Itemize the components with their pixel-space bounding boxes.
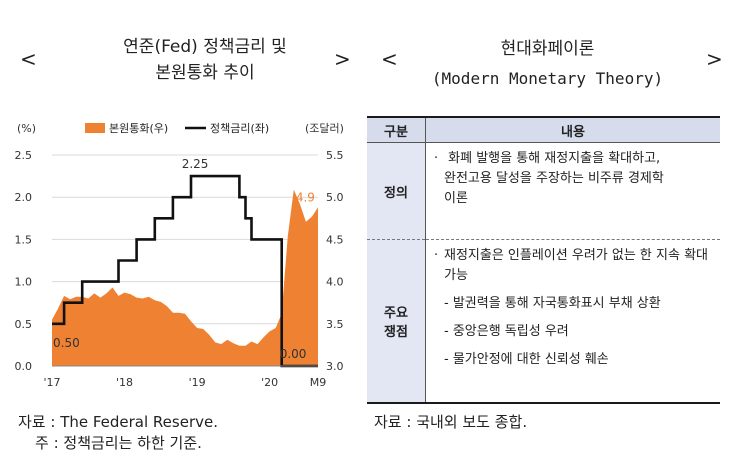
right-tick-label: 3.5 (326, 318, 344, 331)
annotation-monetary-base: 4.9 (296, 191, 315, 205)
left-bracket-open: < (20, 47, 37, 71)
mmt-table: 구분 내용 정의 화폐 발행을 통해 재정지출을 확대하고, 완전고용 달성을 … (367, 116, 720, 404)
right-unit-label: (조달러) (305, 122, 344, 135)
right-bracket-close: > (706, 47, 723, 71)
legend-swatch-monetary-base (85, 123, 105, 133)
monetary-base-area (52, 189, 318, 366)
table-header-content: 내용 (425, 116, 720, 143)
right-tick-label: 5.5 (326, 149, 344, 162)
left-tick-label: 0.0 (15, 360, 33, 373)
annotation-peak-rate: 2.25 (182, 157, 209, 171)
annotation-end-rate: 0.00 (280, 347, 307, 361)
policy-rate-line (52, 174, 318, 368)
issues-content: 재정지출은 인플레이션 우려가 없는 한 지속 확대 가능 발권력을 통해 자국… (425, 239, 720, 404)
x-tick-label: '18 (116, 376, 133, 389)
chart-note: 주 : 정책금리는 하한 기준. (35, 434, 202, 452)
chart-title-line2: 본원통화 추이 (155, 63, 255, 83)
issue-item: 물가안정에 대한 신뢰성 훼손 (434, 350, 712, 370)
left-tick-label: 2.5 (15, 149, 33, 162)
issue-item: 발권력을 통해 자국통화표시 부채 상환 (434, 294, 712, 314)
issues-main-text: 재정지출은 인플레이션 우려가 없는 한 지속 확대 가능 (434, 246, 712, 286)
left-tick-label: 1.5 (15, 233, 33, 246)
right-tick-label: 4.5 (326, 233, 344, 246)
table-row-definition: 정의 화폐 발행을 통해 재정지출을 확대하고, 완전고용 달성을 주장하는 비… (367, 142, 720, 240)
annotation-start-rate: 0.50 (53, 336, 80, 350)
table-header-category: 구분 (367, 116, 426, 143)
row-label-issues-line1: 주요 (384, 306, 408, 321)
definition-text: 화폐 발행을 통해 재정지출을 확대하고, 완전고용 달성을 주장하는 비주류 … (434, 149, 712, 209)
left-tick-label: 0.5 (15, 318, 33, 331)
left-tick-label: 1.0 (15, 276, 33, 289)
left-unit-label: (%) (17, 122, 36, 135)
issue-item: 중앙은행 독립성 우려 (434, 322, 712, 342)
right-bracket-open: < (381, 47, 398, 71)
x-tick-label: '17 (43, 376, 60, 389)
table-row-issues: 주요 쟁점 재정지출은 인플레이션 우려가 없는 한 지속 확대 가능 발권력을… (367, 239, 720, 404)
mmt-title-line1: 현대화페이론 (500, 39, 595, 59)
right-tick-label: 4.0 (326, 276, 344, 289)
left-tick-label: 2.0 (15, 191, 33, 204)
left-bracket-close: > (334, 47, 351, 71)
legend-label-monetary-base: 본원통화(우) (109, 122, 168, 135)
row-label-definition: 정의 (367, 142, 426, 240)
right-tick-label: 3.0 (326, 360, 344, 373)
x-tick-label: '20 (261, 376, 278, 389)
legend-label-policy-rate: 정책금리(좌) (210, 122, 269, 135)
row-label-issues: 주요 쟁점 (367, 239, 426, 404)
definition-content: 화폐 발행을 통해 재정지출을 확대하고, 완전고용 달성을 주장하는 비주류 … (425, 142, 720, 240)
chart-source: 자료 : The Federal Reserve. (18, 413, 218, 431)
chart-title: 연준(Fed) 정책금리 및 본원통화 추이 (70, 34, 340, 86)
right-tick-label: 5.0 (326, 191, 344, 204)
policy-rate-monetary-base-chart: 0.0 0.5 1.0 1.5 2.0 2.5 3.0 3.5 4.0 4.5 5.0 5.5 '17 '… (15, 122, 344, 389)
chart-title-line1: 연준(Fed) 정책금리 및 (123, 37, 287, 57)
mmt-title: 현대화페이론 (Modern Monetary Theory) (395, 34, 700, 94)
x-tick-label: '19 (189, 376, 206, 389)
row-label-issues-line2: 쟁점 (384, 325, 408, 340)
mmt-title-line2: (Modern Monetary Theory) (431, 69, 664, 88)
table-source: 자료 : 국내외 보도 종합. (374, 413, 528, 431)
x-tick-label: M9 (310, 376, 327, 389)
